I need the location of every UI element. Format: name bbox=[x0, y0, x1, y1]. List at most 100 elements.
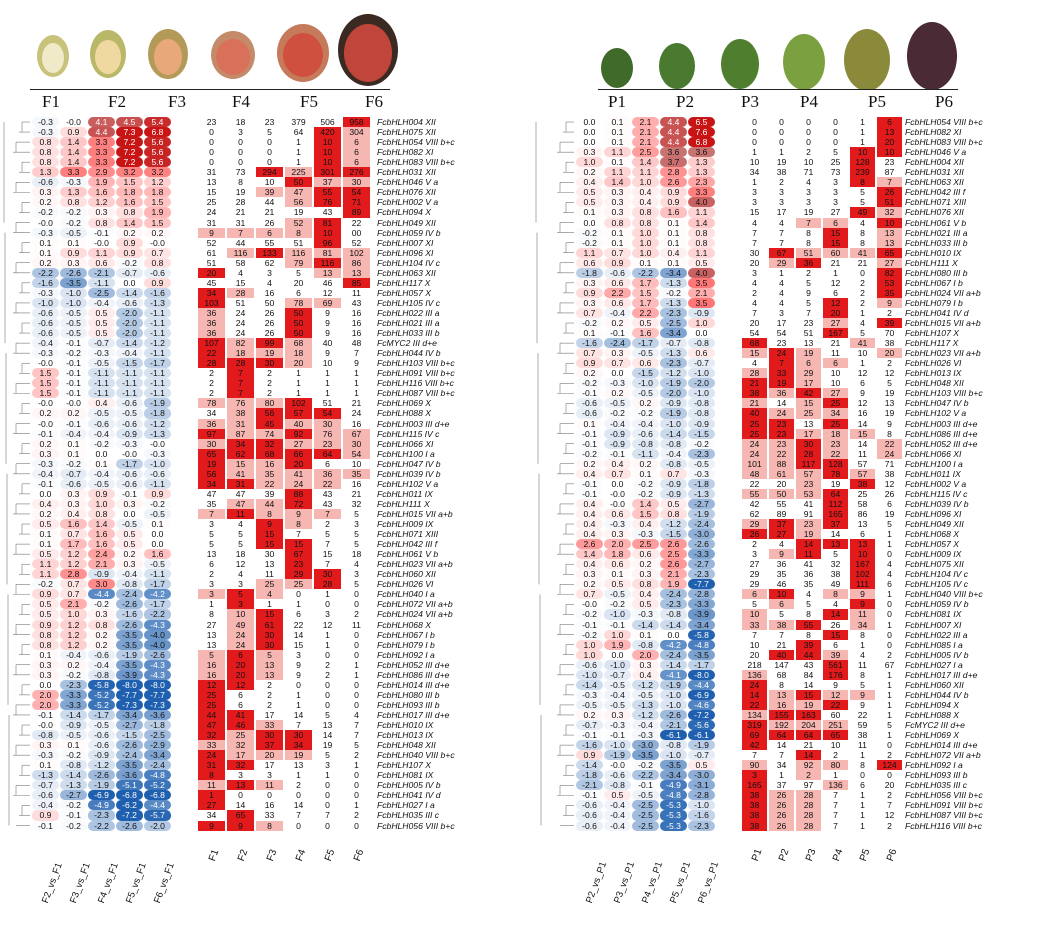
read-count-cell: 43 bbox=[803, 659, 814, 670]
fold-change-cell: 0.1 bbox=[660, 237, 687, 248]
fold-change-column-label: P2_vs_P1 bbox=[584, 859, 610, 905]
fold-change-cell: -0.5 bbox=[60, 730, 87, 741]
fold-change-cell: 4.4 bbox=[660, 117, 687, 128]
read-count-cell: 13 bbox=[877, 227, 902, 238]
fold-change-cell: 0.0 bbox=[88, 448, 115, 459]
fold-change-cell: 0.3 bbox=[604, 529, 631, 540]
read-count-cell: 0 bbox=[752, 117, 757, 127]
fold-change-cell: 0.3 bbox=[576, 277, 603, 288]
fold-change-cell: 1.4 bbox=[116, 217, 143, 228]
read-count-cell: 3 bbox=[806, 187, 811, 198]
fold-change-cell: -2.5 bbox=[632, 810, 659, 821]
fold-change-cell: -2.8 bbox=[688, 589, 715, 600]
fold-change-cell: -4.4 bbox=[144, 800, 171, 811]
stage-label-f3: F3 bbox=[168, 92, 186, 111]
fold-change-cell: -2.4 bbox=[116, 750, 143, 761]
read-count-cell: 34 bbox=[850, 619, 875, 630]
fold-change-cell: 0.0 bbox=[576, 137, 603, 148]
fold-change-cell: -3.5 bbox=[660, 760, 687, 771]
read-count-cell: 26 bbox=[742, 529, 767, 540]
fold-change-cell: -0.8 bbox=[632, 639, 659, 650]
gene-label: FcbHLH002 V a bbox=[905, 478, 967, 489]
read-count-cell: 61 bbox=[256, 619, 283, 630]
fold-change-cell: -5.3 bbox=[660, 820, 687, 831]
read-count-cell: 167 bbox=[850, 559, 875, 570]
read-count-cell: 24 bbox=[206, 207, 217, 218]
read-count-cell: 1 bbox=[325, 589, 330, 600]
read-count-cell: 34 bbox=[198, 478, 225, 489]
fold-change-cell: 1.2 bbox=[144, 177, 171, 188]
fold-change-cell: -2.4 bbox=[660, 649, 687, 660]
fold-change-cell: 0.9 bbox=[60, 127, 87, 138]
fold-change-cell: 1.0 bbox=[632, 247, 659, 258]
fold-change-cell: -0.5 bbox=[60, 307, 87, 319]
read-count-cell: 76 bbox=[314, 428, 341, 439]
stage-label-p1: P1 bbox=[608, 92, 626, 111]
read-count-cell: 22 bbox=[198, 348, 225, 359]
read-count-cell: 1 bbox=[354, 760, 359, 771]
read-count-cell: 40 bbox=[285, 418, 312, 429]
read-count-cell: 34 bbox=[198, 287, 225, 298]
fold-change-cell: -3.3 bbox=[688, 599, 715, 610]
gene-label: FcbHLH107 X bbox=[377, 760, 431, 771]
read-count-cell: 9 bbox=[256, 519, 283, 530]
count-column-label: F2 bbox=[235, 847, 250, 863]
read-count-cell: 26 bbox=[769, 810, 794, 821]
fold-change-cell: -4.2 bbox=[660, 639, 687, 650]
fold-change-cell: 0.2 bbox=[60, 659, 87, 670]
gene-label: FcbHLH048 XII bbox=[905, 378, 964, 389]
read-count-cell: 0 bbox=[238, 157, 243, 168]
read-count-cell: 4 bbox=[752, 217, 757, 228]
read-count-cell: 97 bbox=[198, 428, 225, 439]
read-count-cell: 61 bbox=[769, 468, 794, 479]
fold-change-cell: 2.8 bbox=[660, 167, 687, 178]
gene-label: FcbHLH104 IV c bbox=[905, 569, 969, 580]
fold-change-cell: 1.5 bbox=[144, 217, 171, 228]
fold-change-cell: 0.6 bbox=[576, 257, 603, 268]
fold-change-cell: -1.1 bbox=[88, 368, 115, 379]
read-count-cell: 0 bbox=[325, 699, 330, 710]
read-count-cell: 27 bbox=[198, 800, 225, 811]
read-count-cell: 20 bbox=[877, 348, 902, 359]
read-count-cell: 133 bbox=[256, 247, 283, 258]
read-count-cell: 2 bbox=[267, 368, 272, 379]
fold-change-cell: -0.7 bbox=[688, 750, 715, 761]
read-count-cell: 43 bbox=[322, 488, 333, 499]
read-count-cell: 22 bbox=[749, 478, 760, 489]
read-count-cell: 4 bbox=[887, 559, 892, 570]
gene-label: FcbHLH015 VII a+b bbox=[377, 508, 453, 519]
fold-change-cell: 0.4 bbox=[632, 187, 659, 198]
read-count-cell: 218 bbox=[747, 659, 762, 670]
fold-change-cell: 0.5 bbox=[688, 760, 715, 771]
read-count-cell: 7 bbox=[296, 720, 301, 730]
fold-change-cell: -1.1 bbox=[632, 448, 659, 459]
fold-change-cell: -0.0 bbox=[32, 720, 59, 731]
fold-change-cell: -0.4 bbox=[604, 307, 631, 319]
fold-change-cell: -0.6 bbox=[116, 468, 143, 479]
read-count-cell: 55 bbox=[776, 498, 787, 509]
read-count-cell: 30 bbox=[256, 639, 283, 650]
read-count-cell: 3 bbox=[833, 187, 838, 198]
read-count-cell: 0 bbox=[887, 639, 892, 650]
gene-label: FcbHLH093 III b bbox=[377, 699, 440, 710]
read-count-cell: 7 bbox=[314, 508, 341, 520]
fold-change-cell: -0.4 bbox=[604, 820, 631, 831]
fold-change-cell: 1.8 bbox=[116, 187, 143, 198]
fold-change-cell: -1.9 bbox=[660, 378, 687, 389]
fold-change-cell: -0.0 bbox=[604, 488, 631, 499]
read-count-cell: 21 bbox=[742, 378, 767, 389]
gene-label: FcbHLH024 VII a+b bbox=[377, 609, 453, 620]
read-count-cell: 53 bbox=[877, 277, 902, 288]
read-count-cell: 22 bbox=[857, 709, 868, 720]
fold-change-cell: -1.1 bbox=[88, 277, 115, 288]
fold-change-cell: -5.8 bbox=[688, 629, 715, 640]
fold-change-cell: 1.0 bbox=[60, 609, 87, 620]
read-count-cell: 0 bbox=[354, 589, 359, 600]
read-count-cell: 73 bbox=[830, 167, 841, 178]
read-count-cell: 2 bbox=[796, 770, 821, 781]
fold-change-cell: -0.3 bbox=[32, 117, 59, 128]
fold-change-cell: -0.6 bbox=[604, 267, 631, 278]
fold-change-cell: -1.3 bbox=[144, 428, 171, 439]
gene-label: FcbHLH100 I a bbox=[377, 448, 435, 459]
read-count-cell: 13 bbox=[803, 418, 814, 429]
